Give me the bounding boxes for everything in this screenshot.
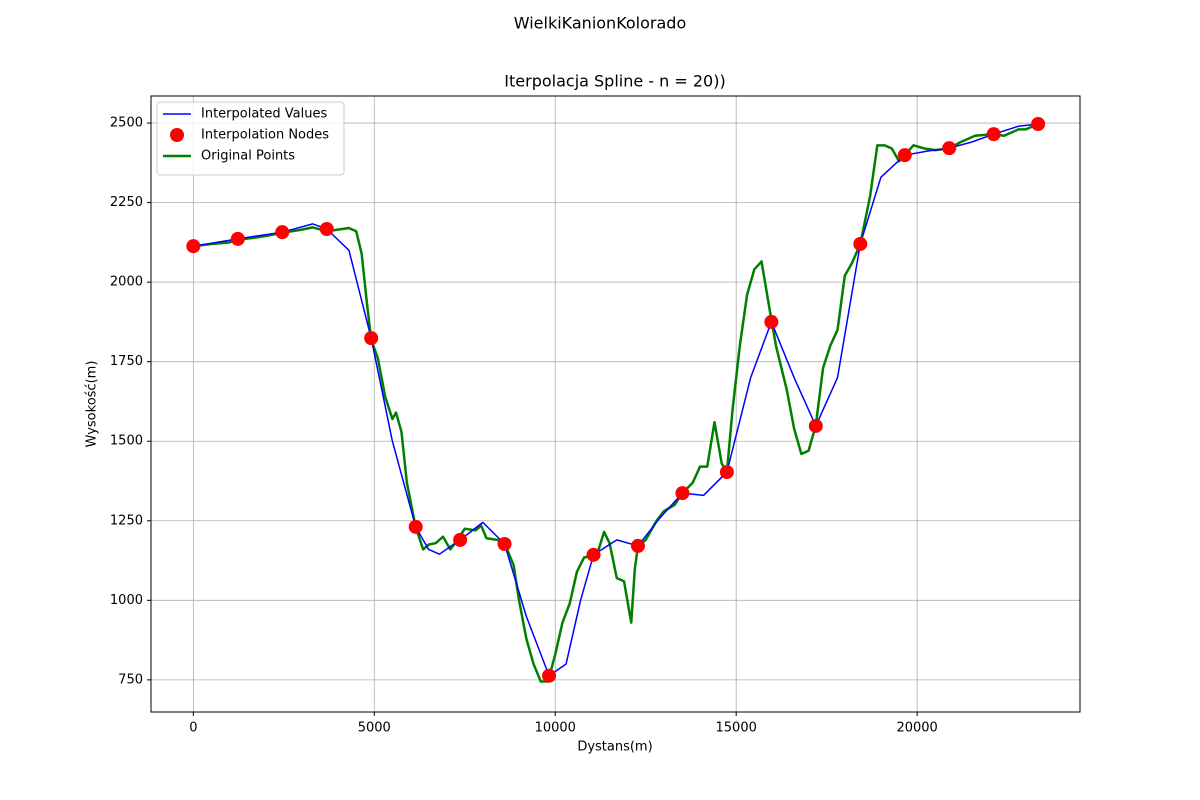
node-marker: [453, 532, 468, 547]
y-tick-label: 1250: [110, 513, 143, 528]
legend-label: Interpolated Values: [201, 107, 327, 122]
node-marker: [230, 231, 245, 246]
node-marker: [275, 225, 290, 240]
node-marker: [408, 519, 423, 534]
node-marker: [719, 465, 734, 480]
y-tick-label: 750: [118, 672, 143, 687]
node-marker: [186, 239, 201, 254]
y-tick-label: 1750: [110, 354, 143, 369]
legend-box: [156, 101, 345, 176]
node-marker: [853, 236, 868, 251]
legend-marker: [170, 128, 184, 142]
y-tick-label: 2250: [110, 195, 143, 210]
node-marker: [764, 314, 779, 329]
node-marker: [542, 668, 557, 683]
x-axis-label: Dystans(m): [577, 740, 652, 755]
node-marker: [897, 148, 912, 163]
chart-title: Iterpolacja Spline - n = 20)): [504, 72, 725, 91]
node-marker: [319, 222, 334, 236]
y-tick-label: 1000: [110, 593, 143, 608]
node-marker: [630, 538, 645, 553]
node-marker: [364, 331, 379, 346]
y-tick-label: 2500: [110, 116, 143, 131]
data-line: [193, 122, 1039, 683]
node-marker: [497, 537, 512, 551]
node-marker: [675, 486, 690, 501]
x-tick-label: 5000: [358, 721, 391, 736]
x-tick-label: 10000: [535, 721, 576, 736]
node-marker: [942, 141, 957, 156]
y-tick-label: 2000: [110, 275, 143, 290]
suptitle: WielkiKanionKolorado: [514, 14, 687, 33]
y-tick-label: 1500: [110, 434, 143, 449]
node-marker: [586, 547, 601, 562]
plot-frame: [150, 95, 1081, 713]
node-marker: [1031, 117, 1046, 131]
x-tick-label: 0: [189, 721, 197, 736]
x-tick-label: 15000: [716, 721, 757, 736]
legend-label: Interpolation Nodes: [201, 128, 329, 143]
data-line: [193, 123, 1039, 677]
node-marker: [808, 418, 823, 433]
legend-label: Original Points: [201, 149, 295, 164]
node-marker: [986, 127, 1001, 142]
plot-area: [151, 96, 1080, 712]
x-tick-label: 20000: [896, 721, 937, 736]
y-axis-label: Wysokość(m): [85, 361, 100, 448]
